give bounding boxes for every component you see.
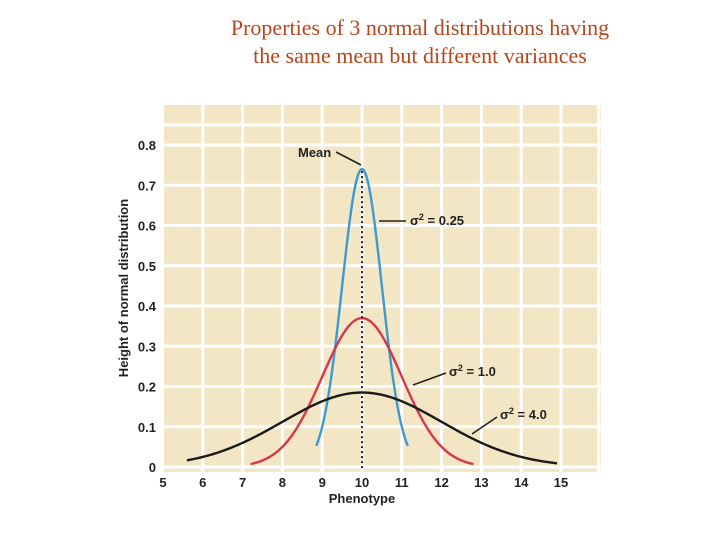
y-tick-label: 0.1	[138, 420, 156, 435]
x-axis-label: Phenotype	[329, 491, 395, 506]
x-tick-label: 8	[279, 475, 286, 490]
x-tick-label: 14	[514, 475, 529, 490]
slide-title-line-1: Properties of 3 normal distributions hav…	[230, 15, 610, 40]
y-axis-label: Height of normal distribution	[116, 199, 131, 377]
x-tick-label: 10	[355, 475, 369, 490]
variance-1-pointer	[412, 372, 447, 386]
y-tick-label: 0.3	[138, 339, 156, 354]
x-tick-labels: 5 6 7 8 9 10 11 12 13 14 15	[159, 475, 568, 490]
x-tick-label: 15	[554, 475, 568, 490]
y-tick-labels: 0 0.1 0.2 0.3 0.4 0.5 0.6 0.7 0.8	[138, 138, 157, 475]
grid-lines	[164, 105, 601, 472]
mean-annotation-arrow	[335, 151, 362, 166]
y-tick-label: 0.5	[138, 259, 156, 274]
x-tick-label: 12	[434, 475, 448, 490]
x-tick-label: 9	[319, 475, 326, 490]
y-tick-label: 0	[149, 460, 156, 475]
curve-series-3	[186, 391, 558, 465]
variance-4-pointer	[471, 416, 498, 435]
y-tick-label: 0.6	[138, 219, 156, 234]
slide-title-line-2: the same mean but different variances	[253, 43, 587, 68]
x-tick-label: 5	[159, 475, 166, 490]
y-tick-label: 0.7	[138, 178, 156, 193]
y-tick-label: 0.2	[138, 380, 156, 395]
variance-4-label: σ2 = 4.0	[500, 406, 547, 422]
x-tick-label: 13	[474, 475, 488, 490]
y-tick-label: 0.4	[138, 299, 157, 314]
x-tick-label: 11	[395, 475, 409, 490]
y-tick-label: 0.8	[138, 138, 156, 153]
curve-series-1	[315, 167, 409, 447]
variance-025-label: σ2 = 0.25	[410, 212, 464, 228]
slide-title: Properties of 3 normal distributions hav…	[120, 14, 720, 70]
mean-annotation: Mean	[298, 145, 331, 160]
variance-1-label: σ2 = 1.0	[449, 363, 496, 379]
x-tick-label: 7	[239, 475, 246, 490]
x-tick-label: 6	[199, 475, 206, 490]
